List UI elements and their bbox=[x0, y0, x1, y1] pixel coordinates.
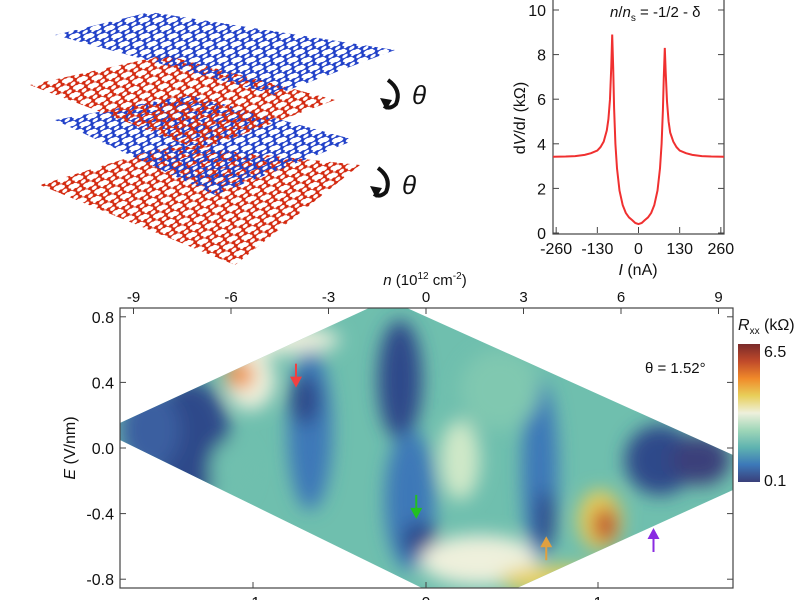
dvdi-series-line bbox=[552, 34, 725, 226]
heatmap-region bbox=[220, 326, 340, 354]
graphene-layer-4 bbox=[40, 145, 360, 265]
top-x-tick-label: -6 bbox=[224, 289, 237, 306]
y-tick-label: 0.4 bbox=[92, 375, 114, 392]
heatmap-region bbox=[593, 507, 617, 543]
twist-angle-label-2: θ bbox=[402, 170, 416, 200]
colorbar-max-label: 6.5 bbox=[764, 344, 786, 361]
heatmap-top-axis-label: n (1012 cm-2) bbox=[383, 271, 466, 289]
top-x-tick-label: 0 bbox=[422, 289, 430, 306]
rxx-heatmap-chart: -9 -6 -3 0 3 6 9 0.8 0.4 0.0 -0.4 -0.8 -1 0 1 n (1012 … bbox=[62, 271, 795, 600]
twisted-graphene-illustration: θ θ bbox=[30, 12, 426, 265]
heatmap-region bbox=[500, 566, 620, 588]
heatmap-area bbox=[120, 308, 733, 588]
top-x-tick-label: -9 bbox=[127, 289, 140, 306]
dvdi-x-axis-label: I (nA) bbox=[618, 262, 657, 279]
feature-arrow-icon bbox=[540, 536, 553, 561]
x-tick-label: 0 bbox=[634, 241, 643, 258]
colorbar bbox=[738, 344, 760, 482]
heatmap-region bbox=[288, 350, 332, 510]
heatmap-region bbox=[670, 435, 730, 485]
heatmap-region bbox=[226, 361, 254, 389]
twist-arrow-head-icon bbox=[380, 98, 392, 110]
y-tick-label: 2 bbox=[537, 181, 546, 198]
dvdi-title: n/ns = -1/2 - δ bbox=[610, 4, 700, 24]
top-x-tick-label: 6 bbox=[617, 289, 625, 306]
top-x-tick-label: 3 bbox=[519, 289, 527, 306]
twist-arrow-head-icon bbox=[370, 186, 382, 198]
feature-arrow-icon bbox=[647, 528, 660, 552]
feature-arrow-icon bbox=[410, 494, 423, 519]
bottom-x-tick-label: 1 bbox=[594, 595, 603, 600]
graphene-layer-1 bbox=[55, 12, 395, 95]
heatmap-region bbox=[535, 490, 555, 550]
bottom-x-tick-label: 0 bbox=[422, 595, 431, 600]
x-tick-label: -130 bbox=[581, 241, 613, 258]
heatmap-region bbox=[120, 390, 180, 470]
dvdi-y-axis-label: dV/dI (kΩ) bbox=[512, 82, 529, 154]
heatmap-y-axis-label: E (V/nm) bbox=[62, 416, 79, 479]
graphene-layer-2 bbox=[30, 55, 335, 150]
heatmap-region bbox=[210, 440, 250, 500]
y-tick-label: 0.8 bbox=[92, 310, 114, 327]
colorbar-min-label: 0.1 bbox=[764, 473, 786, 490]
heatmap-region bbox=[440, 420, 480, 500]
y-tick-label: -0.8 bbox=[86, 572, 114, 589]
feature-arrow-icon bbox=[290, 363, 302, 388]
top-x-tick-label: 9 bbox=[714, 289, 722, 306]
colorbar-label: Rxx (kΩ) bbox=[738, 317, 795, 337]
x-tick-label: 130 bbox=[666, 241, 693, 258]
dvdi-plot-frame bbox=[552, 0, 725, 235]
y-tick-label: 0 bbox=[537, 226, 546, 243]
dvdi-chart: -260 -130 0 130 260 0 2 4 6 8 10 n/ns = -1/2 - δ I… bbox=[512, 0, 734, 279]
twist-angle-label-1: θ bbox=[412, 80, 426, 110]
y-tick-label: 6 bbox=[537, 92, 546, 109]
y-tick-label: -0.4 bbox=[86, 507, 114, 524]
top-x-tick-label: -3 bbox=[322, 289, 335, 306]
heatmap-region bbox=[625, 425, 695, 495]
y-tick-label: 0.0 bbox=[92, 441, 114, 458]
y-tick-label: 4 bbox=[537, 137, 546, 154]
x-tick-label: -260 bbox=[540, 241, 572, 258]
heatmap-region bbox=[378, 320, 422, 440]
bottom-x-tick-label: -1 bbox=[246, 595, 260, 600]
y-tick-label: 8 bbox=[537, 48, 546, 65]
heatmap-region bbox=[290, 375, 320, 425]
heatmap-region bbox=[460, 350, 540, 430]
x-tick-label: 260 bbox=[707, 241, 734, 258]
twist-angle-annotation: θ = 1.52° bbox=[645, 360, 706, 377]
y-tick-label: 10 bbox=[528, 3, 546, 20]
